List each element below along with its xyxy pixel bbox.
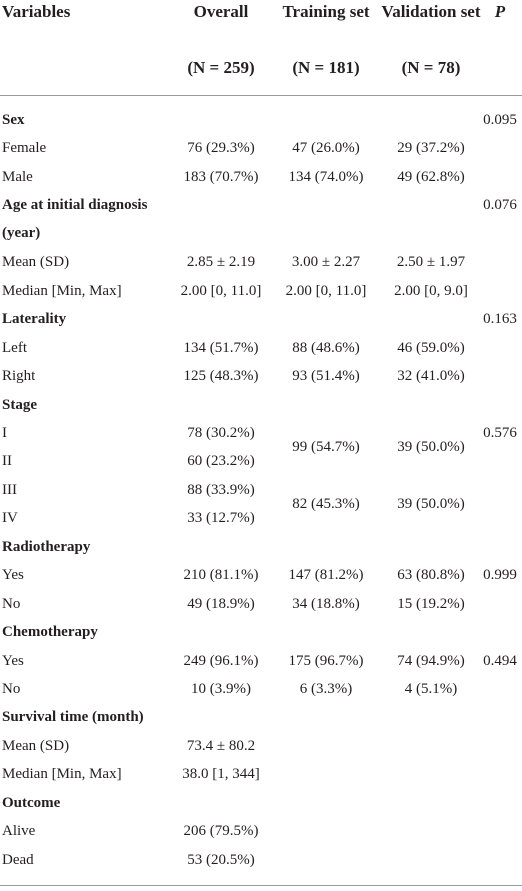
row-label: No bbox=[2, 681, 21, 697]
row-label: Alive bbox=[2, 823, 36, 840]
section-heading: Survival time (month) bbox=[2, 709, 144, 726]
cell-overall: 38.0 [1, 344] bbox=[182, 766, 260, 783]
row-label: Median [Min, Max] bbox=[2, 766, 122, 783]
cell-training: 6 (3.3%) bbox=[299, 681, 353, 697]
section-heading: Chemotherapy bbox=[2, 624, 98, 641]
p-value: 0.576 bbox=[483, 424, 517, 441]
cell-overall: 60 (23.2%) bbox=[187, 453, 255, 470]
header-validation: Validation set bbox=[381, 2, 481, 21]
row-label: Yes bbox=[2, 567, 24, 584]
section-heading: Radiotherapy bbox=[2, 538, 91, 555]
cell-validation: 49 (62.8%) bbox=[397, 168, 465, 185]
cell-validation: 29 (37.2%) bbox=[397, 140, 465, 157]
row-label: Median [Min, Max] bbox=[2, 282, 122, 299]
bottom-rule bbox=[0, 885, 522, 886]
cell-validation: 63 (80.8%) bbox=[397, 567, 465, 584]
cell-validation: 15 (19.2%) bbox=[397, 595, 465, 612]
cell-overall: 88 (33.9%) bbox=[187, 481, 255, 498]
header-p: P bbox=[494, 2, 506, 21]
cell-validation: 2.50 ± 1.97 bbox=[396, 254, 466, 271]
cell-overall: 2.00 [0, 11.0] bbox=[180, 282, 262, 299]
row-label: IV bbox=[2, 510, 18, 527]
row-label: Female bbox=[2, 140, 47, 157]
cell-overall: 183 (70.7%) bbox=[183, 168, 259, 185]
cell-training: 147 (81.2%) bbox=[288, 567, 364, 584]
cell-training: 34 (18.8%) bbox=[292, 595, 360, 612]
header-training: Training set bbox=[282, 2, 370, 21]
cell-overall: 33 (12.7%) bbox=[187, 510, 255, 527]
section-heading: Stage bbox=[2, 396, 37, 413]
row-label: Male bbox=[2, 168, 33, 185]
cell-training: 93 (51.4%) bbox=[292, 368, 360, 385]
row-label: Mean (SD) bbox=[2, 737, 70, 754]
row-label: III bbox=[2, 481, 17, 498]
cell-overall: 49 (18.9%) bbox=[187, 595, 255, 612]
cell-overall: 76 (29.3%) bbox=[187, 140, 255, 157]
cell-validation: 39 (50.0%) bbox=[397, 496, 465, 513]
cell-validation: 4 (5.1%) bbox=[404, 681, 458, 697]
header-variables: Variables bbox=[2, 2, 71, 21]
cell-overall: 210 (81.1%) bbox=[183, 567, 259, 584]
cell-training: 99 (54.7%) bbox=[292, 439, 360, 456]
cell-validation: 46 (59.0%) bbox=[397, 339, 465, 356]
cell-training: 88 (48.6%) bbox=[292, 339, 360, 356]
header-overall: Overall bbox=[193, 2, 249, 21]
p-value: 0.999 bbox=[483, 567, 517, 584]
cell-validation: 39 (50.0%) bbox=[397, 439, 465, 456]
cell-training: 82 (45.3%) bbox=[292, 496, 360, 513]
header-rule bbox=[0, 95, 522, 96]
header-validation-n: (N = 78) bbox=[401, 58, 461, 77]
cell-overall: 73.4 ± 80.2 bbox=[186, 737, 256, 754]
cell-overall: 134 (51.7%) bbox=[183, 339, 259, 356]
section-heading: Laterality bbox=[2, 311, 67, 328]
cell-training: 2.00 [0, 11.0] bbox=[285, 282, 367, 299]
header-overall-n: (N = 259) bbox=[187, 58, 255, 77]
cell-validation: 74 (94.9%) bbox=[397, 652, 465, 669]
row-label: Dead bbox=[2, 851, 34, 868]
p-value: 0.076 bbox=[483, 197, 517, 214]
row-label: Right bbox=[2, 368, 36, 385]
p-value: 0.163 bbox=[483, 311, 517, 328]
cell-training: 175 (96.7%) bbox=[288, 652, 364, 669]
row-label: Mean (SD) bbox=[2, 254, 70, 271]
cell-overall: 249 (96.1%) bbox=[183, 652, 259, 669]
row-label: No bbox=[2, 595, 21, 612]
row-label: Left bbox=[2, 339, 27, 356]
cell-overall: 206 (79.5%) bbox=[183, 823, 259, 840]
cell-overall: 78 (30.2%) bbox=[187, 424, 255, 441]
cell-overall: 2.85 ± 2.19 bbox=[186, 254, 256, 271]
cell-training: 3.00 ± 2.27 bbox=[291, 254, 361, 271]
cell-validation: 2.00 [0, 9.0] bbox=[394, 282, 468, 299]
p-value: 0.095 bbox=[483, 112, 517, 128]
cell-overall: 125 (48.3%) bbox=[183, 368, 259, 385]
cell-validation: 32 (41.0%) bbox=[397, 368, 465, 385]
cell-overall: 53 (20.5%) bbox=[187, 851, 255, 868]
row-label: II bbox=[2, 453, 12, 470]
p-value: 0.494 bbox=[483, 652, 517, 669]
header-training-n: (N = 181) bbox=[292, 58, 360, 77]
section-heading: Age at initial diagnosis (year) bbox=[2, 197, 148, 242]
section-heading: Sex bbox=[2, 112, 25, 128]
section-heading: Outcome bbox=[2, 794, 61, 811]
row-label: I bbox=[2, 424, 7, 441]
cell-training: 47 (26.0%) bbox=[292, 140, 360, 157]
cell-training: 134 (74.0%) bbox=[288, 168, 364, 185]
cell-overall: 10 (3.9%) bbox=[191, 681, 251, 697]
row-label: Yes bbox=[2, 652, 24, 669]
